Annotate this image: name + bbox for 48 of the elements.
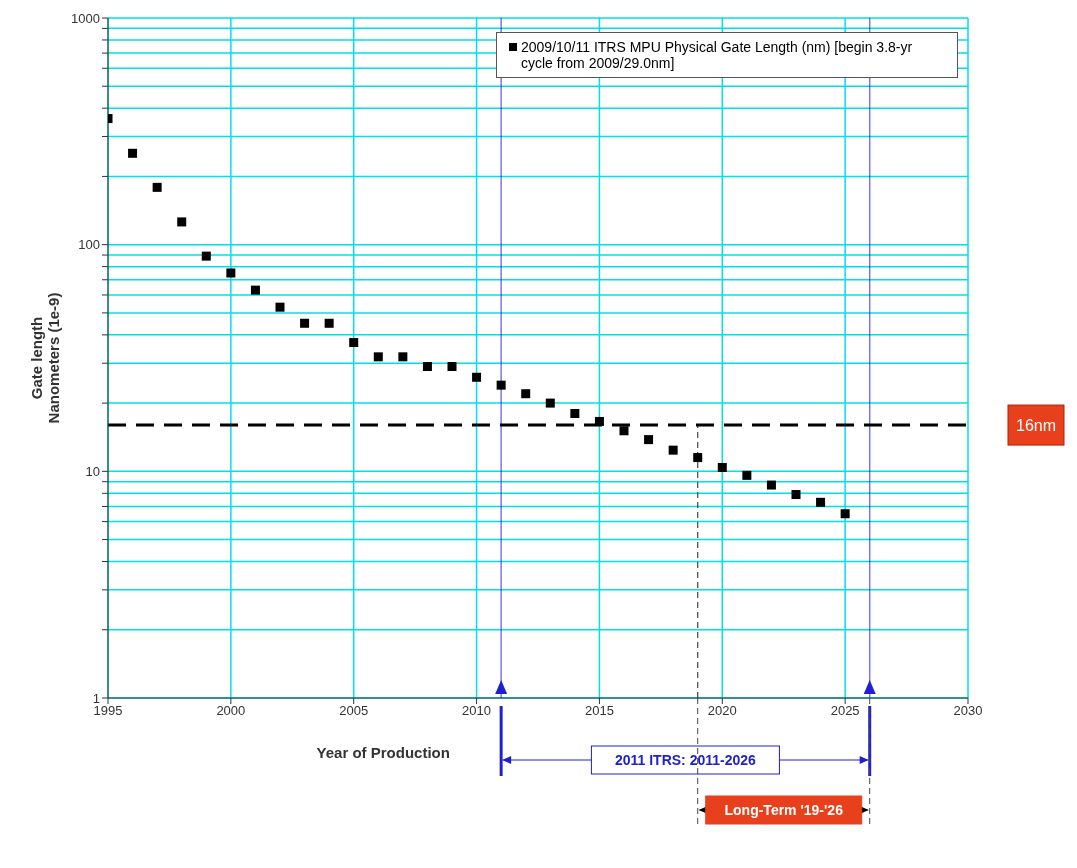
x-tick-label: 2000 [216,703,246,719]
point [472,372,482,382]
x-tick-label: 2030 [953,703,983,719]
y-axis-title: Gate length Nanometers (1e-9) [28,292,62,424]
point [521,389,531,399]
x-tick-label: 1995 [93,703,123,719]
point [570,408,580,418]
point [619,426,629,436]
point [644,435,654,445]
point [693,453,703,463]
point [324,318,334,328]
point [226,268,236,278]
x-tick-label: 2015 [584,703,614,719]
y-tick-label: 100 [78,237,100,253]
point [717,462,727,472]
point [496,380,506,390]
point [791,490,801,500]
point [373,352,383,362]
y-tick-label: 1000 [71,10,100,26]
point [398,352,408,362]
point [742,470,752,480]
y-tick-label: 10 [85,463,100,479]
point [152,182,162,192]
point [422,362,432,372]
text: Long-Term '19-'26 [724,802,844,818]
point [766,480,776,490]
point [349,338,359,348]
x-tick-label: 2010 [462,703,492,719]
point [545,398,555,408]
point [275,302,285,312]
point [177,217,187,227]
point [201,251,211,261]
point [840,509,850,519]
point [447,362,457,372]
text: 2011 ITRS: 2011-2026 [614,752,757,768]
point [668,445,678,455]
x-tick-label: 2005 [339,703,369,719]
legend-label: 2009/10/11 ITRS MPU Physical Gate Length (nm) [begin 3.8-yr cycle from 2009/29.0nm] [521,39,914,71]
x-axis-title: Year of Production [316,744,450,761]
point [128,148,138,158]
point [300,318,310,328]
x-tick-label: 2025 [830,703,860,719]
x-tick-label: 2020 [707,703,737,719]
point [816,497,826,507]
point [250,285,260,295]
y-tick-label: 1 [92,690,100,706]
ref-line-label: 16nm [1015,417,1057,435]
point [594,416,604,426]
